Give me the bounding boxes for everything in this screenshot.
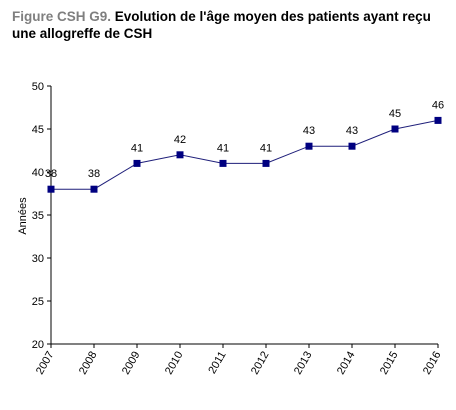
x-tick-label: 2011: [206, 350, 228, 376]
series: 38 38 41 42 41 41 43 43 45 46: [45, 99, 444, 193]
y-axis: 20 25 30 35 40 45 50: [32, 81, 52, 351]
data-point: [391, 125, 399, 133]
data-label: 43: [346, 125, 358, 137]
data-point: [90, 185, 98, 193]
data-label: 43: [303, 125, 315, 137]
data-label: 41: [217, 142, 229, 154]
y-tick-label: 30: [32, 253, 44, 265]
y-tick-label: 20: [32, 339, 44, 351]
data-point: [133, 159, 141, 167]
y-axis-title: Années: [17, 197, 29, 235]
x-tick-label: 2015: [378, 350, 401, 377]
data-label: 38: [45, 168, 57, 180]
x-tick-label: 2009: [120, 350, 143, 377]
data-point: [219, 159, 227, 167]
x-axis: 2007 2008 2009 2010 2011 2012 2013 2014 2015 2016: [34, 343, 444, 377]
data-point: [305, 142, 313, 150]
x-tick-label: 2012: [249, 350, 272, 377]
x-tick-label: 2008: [77, 350, 100, 377]
y-tick-label: 40: [32, 167, 44, 179]
x-tick-label: 2010: [163, 350, 186, 377]
y-tick-label: 50: [32, 81, 44, 93]
data-point: [176, 151, 184, 159]
data-label: 41: [260, 142, 272, 154]
x-tick-label: 2013: [292, 350, 315, 377]
data-label: 41: [131, 142, 143, 154]
x-tick-label: 2014: [335, 350, 358, 377]
y-tick-label: 45: [32, 124, 44, 136]
x-tick-label: 2007: [34, 350, 57, 377]
data-point: [47, 185, 55, 193]
data-label: 42: [174, 134, 186, 146]
data-label: 38: [88, 168, 100, 180]
chart-title: Figure CSH G9. Evolution de l'âge moyen …: [12, 8, 452, 42]
data-label: 46: [432, 99, 444, 111]
data-point: [348, 142, 356, 150]
y-tick-label: 35: [32, 210, 44, 222]
figure-title: Evolution de l'âge moyen des patients ay…: [12, 9, 431, 41]
y-tick-label: 25: [32, 296, 44, 308]
data-label: 45: [389, 108, 401, 120]
data-point: [262, 159, 270, 167]
figure-number: Figure CSH G9.: [12, 9, 112, 24]
data-point: [434, 116, 442, 124]
x-tick-label: 2016: [421, 350, 444, 377]
series-line: [51, 119, 439, 190]
